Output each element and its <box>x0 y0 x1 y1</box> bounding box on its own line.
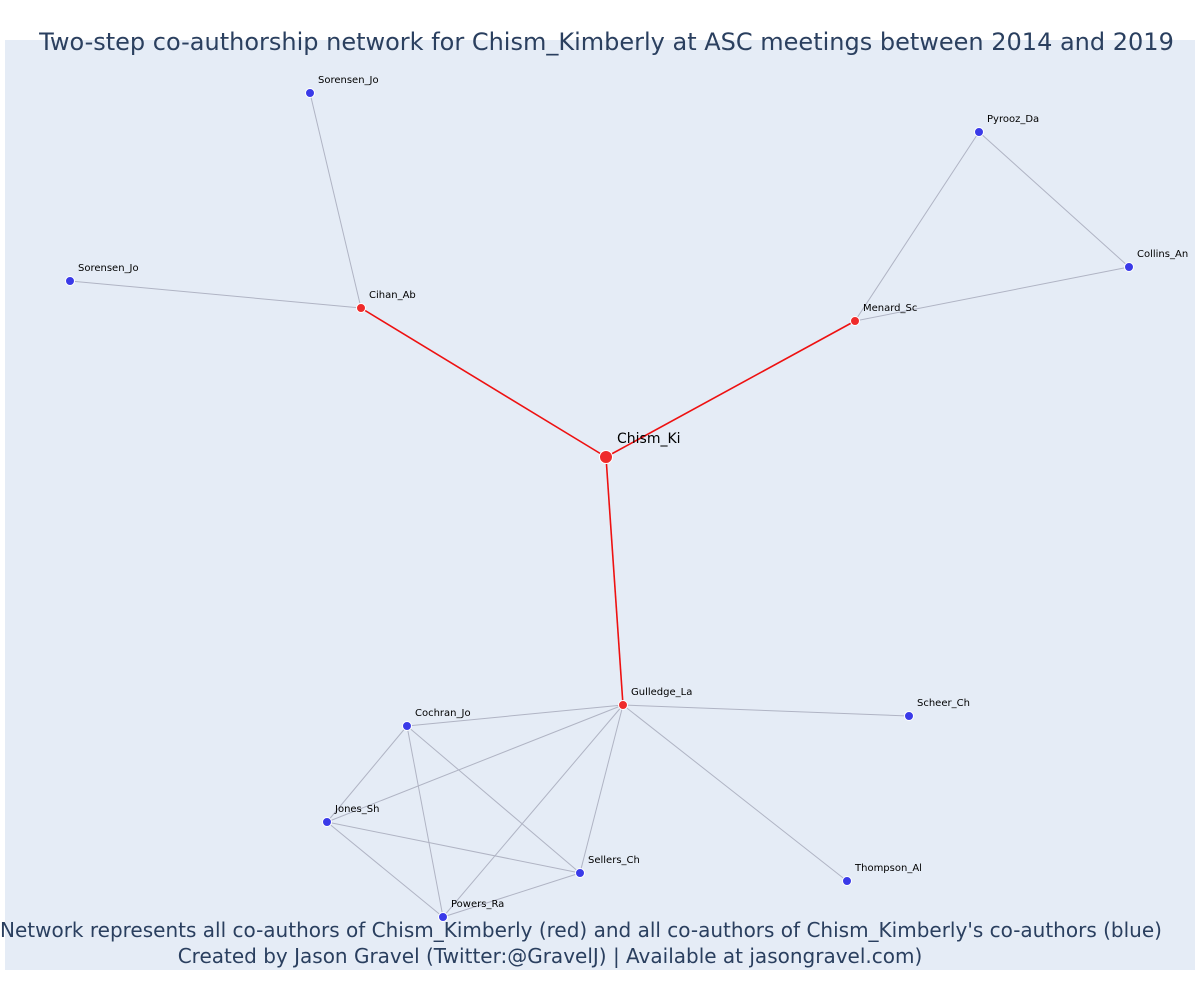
edge-jones-sellers <box>326 821 581 874</box>
edge-cochran-jones <box>326 725 408 823</box>
edge-gulledge-cochran <box>406 704 624 727</box>
node-label-sellers: Sellers_Ch <box>588 855 640 866</box>
node-scheer[interactable] <box>904 711 914 721</box>
node-label-thompson: Thompson_Al <box>854 863 922 874</box>
node-label-pyrooz: Pyrooz_Da <box>987 114 1039 125</box>
node-collins[interactable] <box>1124 262 1134 272</box>
node-cihan[interactable] <box>356 303 366 313</box>
edge-chism-cihan <box>360 307 607 458</box>
node-gulledge[interactable] <box>618 700 628 710</box>
node-label-chism: Chism_Ki <box>617 431 681 447</box>
labels-layer: Chism_Ki Cihan_Ab Menard_Sc Gulledge_La Sore… <box>78 75 1188 910</box>
node-label-gulledge: Gulledge_La <box>631 687 692 698</box>
edge-gulledge-scheer <box>622 704 910 717</box>
node-cochran[interactable] <box>402 721 412 731</box>
edge-cochran-sellers <box>406 725 581 874</box>
edge-cihan-sorensen2 <box>69 280 362 309</box>
node-label-jones: Jones_Sh <box>334 804 379 815</box>
node-menard[interactable] <box>850 316 860 326</box>
edge-gulledge-jones <box>326 704 624 823</box>
plot-background <box>5 40 1195 970</box>
node-label-scheer: Scheer_Ch <box>917 698 970 709</box>
footer-description: Network represents all co-authors of Chi… <box>0 918 1162 942</box>
edge-pyrooz-collins <box>978 131 1130 268</box>
node-label-cochran: Cochran_Jo <box>415 708 471 719</box>
node-label-powers: Powers_Ra <box>451 899 504 910</box>
node-thompson[interactable] <box>842 876 852 886</box>
edge-menard-collins <box>854 266 1130 322</box>
edge-menard-pyrooz <box>854 131 980 322</box>
edge-cihan-sorensen1 <box>309 92 362 309</box>
node-sorensen2[interactable] <box>65 276 75 286</box>
node-chism[interactable] <box>599 450 613 464</box>
edge-chism-gulledge <box>605 456 624 706</box>
edge-sellers-powers <box>442 872 581 918</box>
edge-chism-menard <box>605 320 856 458</box>
edge-gulledge-thompson <box>622 704 848 882</box>
node-sorensen1[interactable] <box>305 88 315 98</box>
node-powers[interactable] <box>438 912 448 922</box>
nodes-layer <box>65 88 1134 922</box>
node-label-sorensen2: Sorensen_Jo <box>78 263 139 274</box>
edge-cochran-powers <box>406 725 444 918</box>
edges-layer <box>69 92 1130 918</box>
edge-jones-powers <box>326 821 444 918</box>
node-label-sorensen1: Sorensen_Jo <box>318 75 379 86</box>
node-label-cihan: Cihan_Ab <box>369 290 416 301</box>
node-label-collins: Collins_An <box>1137 249 1188 260</box>
node-label-menard: Menard_Sc <box>863 303 917 314</box>
node-pyrooz[interactable] <box>974 127 984 137</box>
chart-title: Two-step co-authorship network for Chism… <box>39 28 1174 56</box>
node-jones[interactable] <box>322 817 332 827</box>
node-sellers[interactable] <box>575 868 585 878</box>
edge-gulledge-powers <box>442 704 624 918</box>
footer-credit: Created by Jason Gravel (Twitter:@Gravel… <box>177 944 923 968</box>
edge-gulledge-sellers <box>579 704 624 874</box>
